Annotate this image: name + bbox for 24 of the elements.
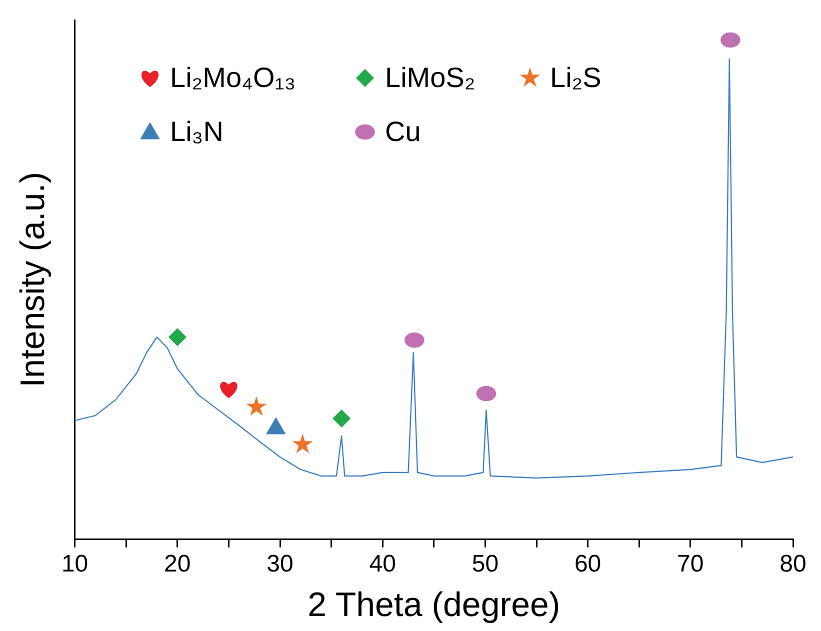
legend-label: Li₃N [170, 116, 224, 148]
point [168, 328, 186, 346]
x-tick-label: 80 [780, 550, 806, 578]
x-tick-label: 40 [369, 550, 396, 578]
point [292, 434, 313, 454]
x-tick-label: 10 [61, 550, 88, 578]
legend-label: Li₂S [550, 62, 602, 94]
x-axis-title: 2 Theta (degree) [308, 586, 560, 624]
point [332, 410, 351, 428]
x-tick-label: 20 [164, 550, 191, 578]
legend-label: Li₂Mo₄O₁₃ [170, 62, 296, 94]
point [246, 396, 267, 416]
point [720, 32, 740, 48]
x-tick-label: 30 [266, 550, 294, 578]
legend-label: LiMoS₂ [385, 62, 476, 94]
point [476, 386, 496, 402]
legend-label: Cu [385, 116, 421, 148]
x-tick-label: 70 [677, 550, 704, 578]
x-tick-label: 50 [472, 550, 499, 578]
point [220, 382, 238, 398]
x-tick-label: 60 [574, 550, 602, 578]
point [266, 417, 286, 434]
point [404, 332, 424, 348]
y-axis-title: Intensity (a.u.) [14, 172, 52, 388]
